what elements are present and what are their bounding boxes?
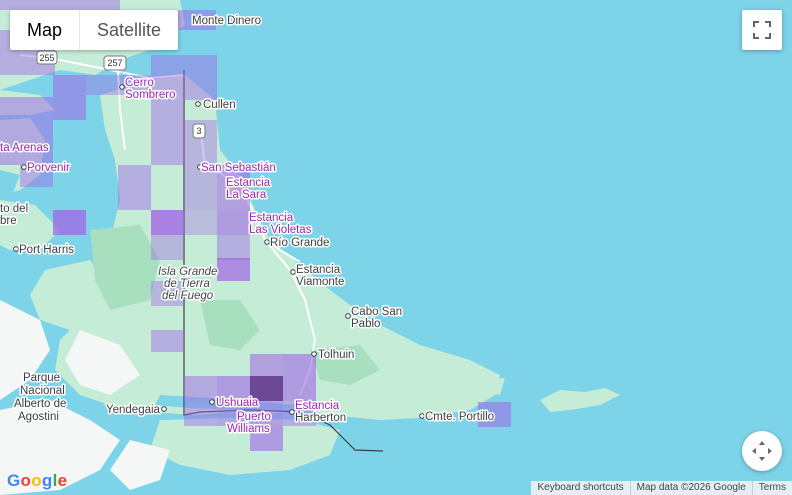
heatmap-cell (0, 120, 53, 165)
place-markers (13, 84, 425, 419)
route-shield-257: 257 (103, 55, 127, 71)
label-parque-2: Nacional (20, 385, 65, 397)
map-footer: Keyboard shortcuts Map data ©2026 Google… (531, 481, 792, 495)
heatmap-cell (53, 75, 86, 120)
place-labels: Monte Dinero Cerro Sombrero Cullen ta Ar… (0, 14, 496, 437)
label-cabo-1: Cabo San (351, 306, 402, 318)
heatmap-cell (151, 210, 184, 235)
camera-control-button[interactable] (742, 431, 782, 471)
label-cullen: Cullen (203, 99, 236, 111)
label-yendegaia: Yendegaia (106, 404, 161, 416)
heatmap-cell (118, 165, 151, 210)
label-parque-3: Alberto de (14, 398, 66, 410)
svg-text:3: 3 (196, 126, 201, 136)
heatmap-cell (250, 354, 283, 376)
heatmap-cell (283, 401, 316, 426)
heatmap-cell (20, 165, 53, 187)
heatmap-layer (0, 0, 511, 451)
heatmap-cell (250, 426, 283, 451)
heatmap-cell (217, 258, 250, 281)
label-punta-arenas: ta Arenas (0, 142, 49, 154)
label-harberton-2: Harberton (295, 412, 346, 424)
route-shield-255: 255 (36, 50, 58, 65)
label-portillo: Cmte. Portillo (425, 411, 494, 423)
border-line (183, 70, 384, 452)
label-san-sebastian: San Sebastián (201, 162, 276, 174)
heatmap-cell (151, 55, 217, 100)
heatmap-cell (151, 281, 184, 306)
label-viamonte-1: Estancia (296, 264, 341, 276)
svg-text:257: 257 (107, 58, 122, 68)
label-la-sara-2: La Sara (226, 189, 267, 201)
google-logo: Google (7, 471, 68, 490)
satellite-type-button[interactable]: Satellite (79, 10, 178, 50)
heatmap-cell (217, 376, 250, 401)
terrain-patches (90, 225, 380, 385)
label-williams-2: Williams (227, 423, 270, 435)
heatmap-cell (86, 75, 151, 95)
label-isla-2: de Tierra (164, 278, 210, 290)
label-port-harris: Port Harris (19, 244, 74, 256)
label-hambre-2: bre (0, 215, 17, 227)
label-parque-1: Parque (23, 372, 60, 384)
label-isla-1: Isla Grande (158, 266, 217, 278)
heatmap-cell (217, 235, 250, 260)
map-type-control: Map Satellite (10, 10, 179, 50)
keyboard-shortcuts-link[interactable]: Keyboard shortcuts (537, 482, 624, 493)
route-shield-3: 3 (192, 123, 206, 139)
heatmap-cell (151, 330, 184, 352)
label-la-sara-1: Estancia (226, 177, 271, 189)
map-data-attribution: Map data ©2026 Google (629, 481, 752, 495)
heatmap-cell (478, 402, 511, 427)
label-cabo-2: Pablo (351, 318, 380, 330)
label-viamonte-2: Viamonte (296, 276, 344, 288)
heatmap-cell (0, 97, 53, 120)
heatmap-cell (217, 401, 250, 426)
heatmap-cell (184, 401, 217, 426)
heatmap-cell (151, 235, 184, 260)
label-harberton-1: Estancia (295, 400, 340, 412)
label-cerro-1: Cerro (125, 77, 154, 89)
label-monte-dinero: Monte Dinero (192, 15, 261, 27)
label-cerro-2: Sombrero (125, 89, 176, 101)
heatmap-cell (184, 165, 217, 210)
fullscreen-icon (753, 21, 771, 39)
heatmap-cell (250, 401, 283, 426)
heatmap-cell (283, 376, 316, 401)
heatmap-cell (217, 210, 250, 235)
svg-text:255: 255 (39, 53, 54, 63)
heatmap-cell (151, 100, 184, 165)
label-violetas-1: Estancia (249, 212, 294, 224)
label-tolhuin: Tolhuin (318, 349, 354, 361)
label-parque-4: Agostini (18, 411, 59, 423)
label-ushuaia: Ushuaia (216, 397, 259, 409)
heatmap-cell (250, 376, 283, 401)
label-rio-grande: Río Grande (270, 237, 329, 249)
heatmap-cell (0, 0, 120, 10)
label-porvenir: Porvenir (27, 162, 70, 174)
label-hambre-1: to del (0, 203, 28, 215)
heatmap-cell (184, 376, 217, 401)
fullscreen-button[interactable] (742, 10, 782, 50)
move-arrows-icon (752, 441, 772, 461)
label-isla-3: del Fuego (162, 290, 214, 302)
label-williams-1: Puerto (237, 411, 271, 423)
mountain-terrain (0, 300, 170, 495)
label-violetas-2: Las Violetas (249, 224, 312, 236)
heatmap-cell (53, 210, 86, 235)
heatmap-cell (283, 354, 316, 376)
heatmap-cell (217, 165, 250, 210)
heatmap-cell (184, 210, 217, 235)
map-type-button[interactable]: Map (27, 20, 63, 40)
terms-link[interactable]: Terms (751, 481, 792, 495)
